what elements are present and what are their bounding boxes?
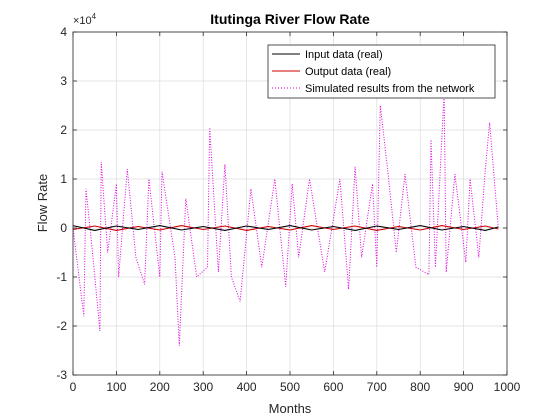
x-tick-label: 500 [280, 380, 300, 394]
y-tick-label: 4 [60, 25, 67, 39]
y-tick-label: -2 [56, 319, 67, 333]
y-tick-label: 2 [60, 123, 67, 137]
x-tick-label: 100 [106, 380, 126, 394]
x-tick-label: 700 [367, 380, 387, 394]
y-tick-label: 3 [60, 74, 67, 88]
y-tick-label: -1 [56, 270, 67, 284]
y-axis-multiplier-exponent: 4 [92, 12, 97, 21]
x-tick-label: 300 [193, 380, 213, 394]
x-tick-label: 200 [150, 380, 170, 394]
data-series [72, 93, 499, 346]
y-tick-label: 1 [60, 172, 67, 186]
x-axis-label: Months [269, 401, 312, 416]
legend: Input data (real) Output data (real) Sim… [267, 44, 496, 99]
x-tick-label: 400 [237, 380, 257, 394]
x-tick-label: 800 [410, 380, 430, 394]
input-data-line [72, 225, 499, 231]
chart-title: Itutinga River Flow Rate [210, 11, 370, 27]
x-tick-label: 600 [323, 380, 343, 394]
legend-label-input: Input data (real) [305, 49, 383, 61]
x-tick-label: 1000 [494, 380, 521, 394]
legend-label-simulated: Simulated results from the network [305, 83, 475, 95]
legend-label-output: Output data (real) [305, 66, 391, 78]
axis-ticks: 0 100 200 300 400 500 600 700 800 900 1000 -3 -2 -1 0 1… [56, 25, 520, 394]
y-tick-label: 0 [60, 221, 67, 235]
y-axis-multiplier: ×104 [73, 12, 97, 27]
x-tick-label: 900 [454, 380, 474, 394]
legend-box [267, 44, 496, 99]
y-axis-multiplier-base: ×10 [73, 15, 92, 27]
y-tick-label: -3 [56, 368, 67, 382]
x-tick-label: 0 [70, 380, 77, 394]
y-axis-label: Flow Rate [35, 174, 50, 233]
